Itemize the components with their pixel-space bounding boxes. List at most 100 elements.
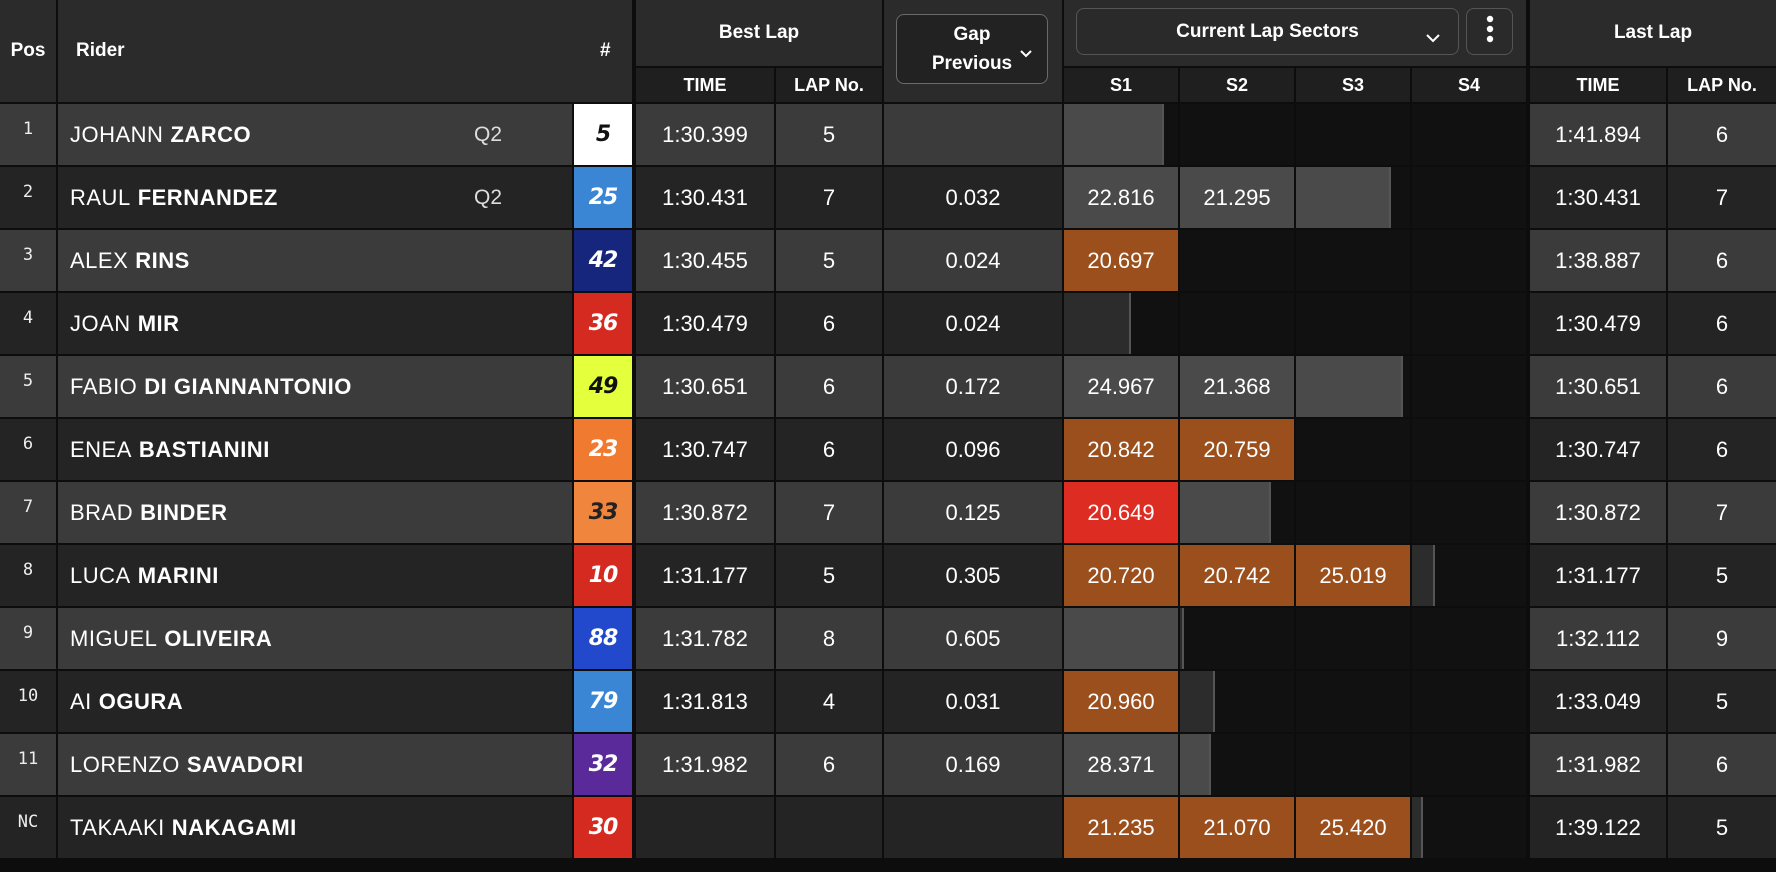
- best-lap-number-cell: 6: [776, 293, 882, 354]
- chevron-down-icon: [1019, 43, 1033, 65]
- rider-cell[interactable]: JOAN MIR: [58, 293, 572, 354]
- table-row[interactable]: NC TAKAAKI NAKAGAMI 30 21.235 21.070 25.420 1:3…: [0, 797, 1776, 858]
- gap-previous-dropdown[interactable]: Gap Previous: [896, 14, 1048, 84]
- rider-cell[interactable]: RAUL FERNANDEZ Q2: [58, 167, 572, 228]
- rider-cell[interactable]: MIGUEL OLIVEIRA: [58, 608, 572, 669]
- table-row[interactable]: 4 JOAN MIR 36 1:30.479 6 0.024 1:30.479 6: [0, 293, 1776, 354]
- table-row[interactable]: 3 ALEX RINS 42 1:30.455 5 0.024 20.697 1:38.887 6: [0, 230, 1776, 291]
- position-value: 6: [22, 433, 34, 454]
- last-lap-time-cell: 1:30.747: [1530, 419, 1666, 480]
- sector-fill-s1: [1064, 419, 1178, 480]
- rider-last-name: NAKAGAMI: [171, 814, 297, 840]
- sector-cell-s4: [1412, 419, 1526, 480]
- table-row[interactable]: 8 LUCA MARINI 10 1:31.177 5 0.305 20.720 20.742 2…: [0, 545, 1776, 606]
- position-cell: 8: [0, 545, 56, 606]
- table-row[interactable]: 7 BRAD BINDER 33 1:30.872 7 0.125 20.649 1:30.87…: [0, 482, 1776, 543]
- header-pos: Pos: [0, 0, 56, 102]
- more-options-button[interactable]: [1466, 8, 1513, 55]
- last-lap-number-cell: 6: [1668, 293, 1776, 354]
- position-cell: 1: [0, 104, 56, 165]
- rider-first-name: TAKAAKI: [70, 814, 165, 840]
- sector-fill-s1: [1064, 167, 1178, 228]
- last-lap-number: 6: [1715, 310, 1729, 336]
- last-lap-number-cell: 5: [1668, 797, 1776, 858]
- sector-fill-s1: [1064, 293, 1129, 354]
- table-row[interactable]: 9 MIGUEL OLIVEIRA 88 1:31.782 8 0.605 1:32.112 9: [0, 608, 1776, 669]
- header-s3-label: S3: [1341, 74, 1365, 95]
- sector-fill-s3: [1296, 545, 1410, 606]
- last-lap-time-cell: 1:30.479: [1530, 293, 1666, 354]
- sector-time-s3: 25.019: [1319, 562, 1387, 588]
- sector-progress-marker: [1162, 104, 1164, 165]
- rider-number: 25: [588, 185, 619, 210]
- gap-previous-value: 0.305: [945, 562, 1001, 588]
- best-lap-number: 7: [822, 499, 836, 525]
- sector-fill-s2: [1180, 797, 1294, 858]
- rider-last-name: MIR: [137, 310, 180, 336]
- position-value: 11: [17, 748, 39, 769]
- sectors-select[interactable]: Current Lap Sectors: [1076, 8, 1459, 55]
- table-row[interactable]: 5 FABIO DI GIANNANTONIO 49 1:30.651 6 0.172 24.…: [0, 356, 1776, 417]
- header-s2: S2: [1180, 68, 1294, 102]
- rider-cell[interactable]: FABIO DI GIANNANTONIO: [58, 356, 572, 417]
- sector-cell-s2: [1180, 293, 1294, 354]
- best-lap-number-cell: 6: [776, 419, 882, 480]
- rider-cell[interactable]: ALEX RINS: [58, 230, 572, 291]
- last-lap-number-cell: 6: [1668, 230, 1776, 291]
- sector-cell-s3: 25.420: [1296, 797, 1410, 858]
- rider-cell[interactable]: LUCA MARINI: [58, 545, 572, 606]
- sector-cell-s1: 20.649: [1064, 482, 1178, 543]
- sector-progress-marker: [1269, 482, 1271, 543]
- best-lap-time: 1:31.782: [662, 625, 748, 651]
- rider-first-name: MIGUEL: [70, 625, 158, 651]
- gap-previous-cell: 0.169: [884, 734, 1062, 795]
- table-row[interactable]: 11 LORENZO SAVADORI 32 1:31.982 6 0.169 28.371 1…: [0, 734, 1776, 795]
- sector-fill-s2: [1180, 482, 1269, 543]
- sector-cell-s1: 22.816: [1064, 167, 1178, 228]
- rider-number: 88: [588, 626, 619, 651]
- last-lap-time: 1:39.122: [1555, 814, 1641, 840]
- best-lap-time: 1:30.479: [662, 310, 748, 336]
- sector-fill-s2: [1180, 734, 1209, 795]
- last-lap-number: 7: [1715, 184, 1729, 210]
- sector-cell-s3: [1296, 482, 1410, 543]
- position-cell: 3: [0, 230, 56, 291]
- best-lap-time: 1:31.813: [662, 688, 748, 714]
- table-row[interactable]: 6 ENEA BASTIANINI 23 1:30.747 6 0.096 20.842 20.…: [0, 419, 1776, 480]
- rider-first-name: FABIO: [70, 373, 138, 399]
- last-lap-time-cell: 1:30.872: [1530, 482, 1666, 543]
- best-lap-time-cell: 1:30.747: [636, 419, 774, 480]
- best-lap-number: 5: [822, 247, 836, 273]
- table-row[interactable]: 2 RAUL FERNANDEZ Q2 25 1:30.431 7 0.032 22.816 21…: [0, 167, 1776, 228]
- best-lap-time-cell: [636, 797, 774, 858]
- sector-fill-s2: [1180, 167, 1294, 228]
- sector-time-s1: 20.697: [1087, 247, 1155, 273]
- table-row[interactable]: 10 AI OGURA 79 1:31.813 4 0.031 20.960 1:33.049 5: [0, 671, 1776, 732]
- rider-cell[interactable]: ENEA BASTIANINI: [58, 419, 572, 480]
- best-lap-number: 5: [822, 121, 836, 147]
- rider-first-name: JOAN: [70, 310, 131, 336]
- header-last-time-label: TIME: [1576, 74, 1620, 95]
- header-s1: S1: [1064, 68, 1178, 102]
- rider-cell[interactable]: LORENZO SAVADORI: [58, 734, 572, 795]
- more-vertical-icon: [1486, 15, 1494, 48]
- table-row[interactable]: 1 JOHANN ZARCO Q2 5 1:30.399 5 1:41.894 6: [0, 104, 1776, 165]
- header-best-time-label: TIME: [683, 74, 727, 95]
- rider-cell[interactable]: JOHANN ZARCO Q2: [58, 104, 572, 165]
- sector-progress-marker: [1401, 356, 1403, 417]
- rider-cell[interactable]: AI OGURA: [58, 671, 572, 732]
- rider-last-name: RINS: [135, 247, 190, 273]
- last-lap-time-cell: 1:33.049: [1530, 671, 1666, 732]
- best-lap-time-cell: 1:30.399: [636, 104, 774, 165]
- sector-cell-s4: [1412, 671, 1526, 732]
- rider-cell[interactable]: TAKAAKI NAKAGAMI: [58, 797, 572, 858]
- sector-fill-s1: [1064, 482, 1178, 543]
- best-lap-number: 6: [822, 751, 836, 777]
- rider-number-badge: 23: [574, 419, 632, 480]
- rider-cell[interactable]: BRAD BINDER: [58, 482, 572, 543]
- position-cell: 5: [0, 356, 56, 417]
- sector-cell-s1: 21.235: [1064, 797, 1178, 858]
- best-lap-number-cell: 7: [776, 482, 882, 543]
- gap-previous-value: 0.032: [945, 184, 1001, 210]
